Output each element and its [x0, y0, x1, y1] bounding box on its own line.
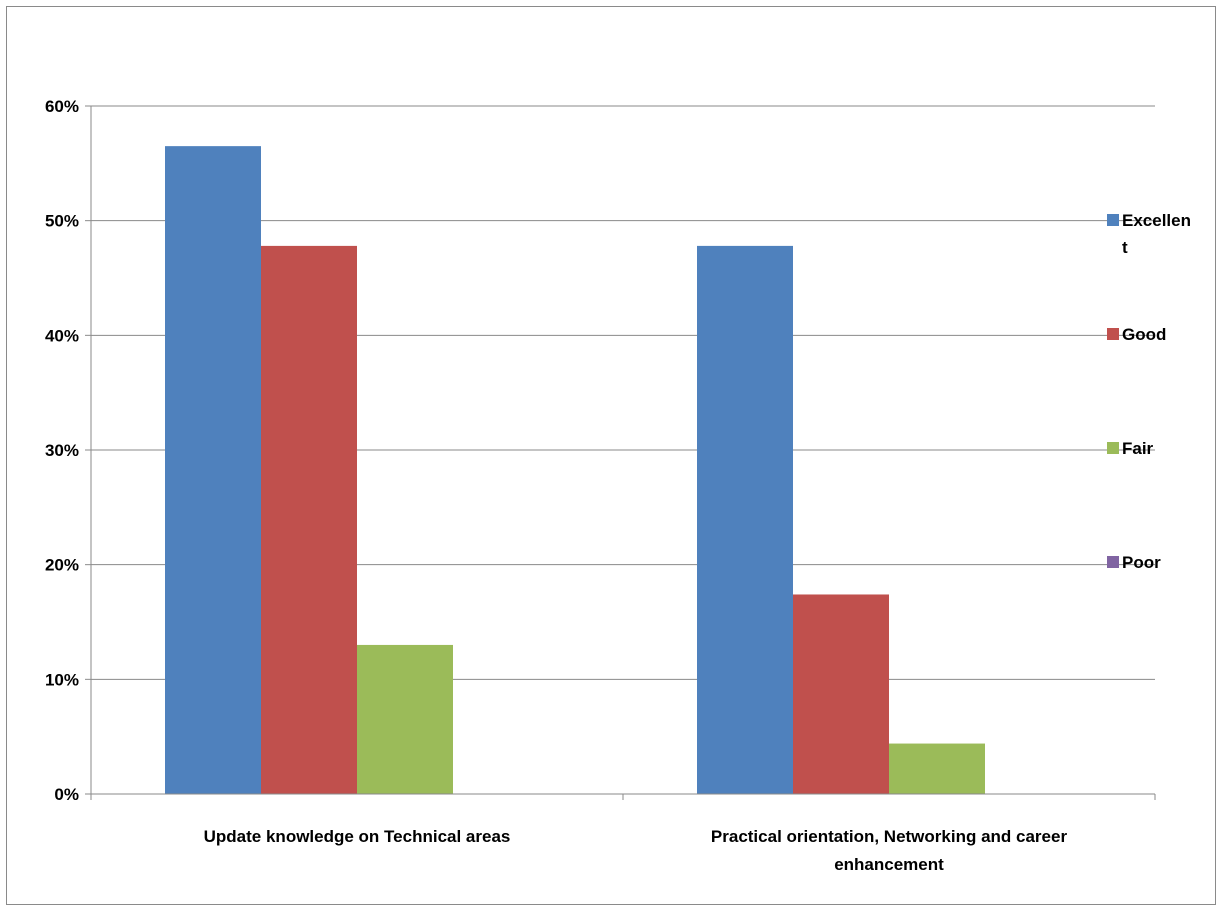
y-tick-label: 20%	[45, 556, 79, 575]
bar-excellent-2	[697, 245, 793, 795]
legend-swatch-excellent	[1107, 214, 1119, 226]
legend-label-fair: Fair	[1122, 439, 1154, 458]
legend-label-excellent: t	[1122, 238, 1128, 257]
y-tick-label: 50%	[45, 212, 79, 231]
bar-good-1	[261, 245, 357, 795]
legend-swatch-poor	[1107, 556, 1119, 568]
y-tick-label: 30%	[45, 441, 79, 460]
legend-swatch-fair	[1107, 442, 1119, 454]
bar-excellent-1	[165, 146, 261, 795]
bar-fair-2	[889, 743, 985, 794]
bar-chart: 0% 10% 20% 30% 40% 50% 60% Update knowledge on…	[45, 97, 1191, 874]
bar-fair-1	[357, 644, 453, 794]
category-labels: Update knowledge on Technical areas Pract…	[204, 827, 1068, 874]
legend-label-excellent: Excellen	[1122, 211, 1191, 230]
legend: Excellen t Good Fair Poor	[1107, 211, 1191, 572]
legend-label-poor: Poor	[1122, 553, 1161, 572]
bar-good-2	[793, 594, 889, 794]
legend-swatch-good	[1107, 328, 1119, 340]
bars	[165, 146, 985, 795]
chart-frame: 0% 10% 20% 30% 40% 50% 60% Update knowledge on…	[6, 6, 1216, 905]
y-tick-label: 60%	[45, 97, 79, 116]
category-label: enhancement	[834, 855, 944, 874]
category-label: Update knowledge on Technical areas	[204, 827, 511, 846]
y-tick-label: 40%	[45, 326, 79, 345]
y-tick-label: 0%	[54, 785, 79, 804]
y-tick-labels: 0% 10% 20% 30% 40% 50% 60%	[45, 97, 79, 804]
category-label: Practical orientation, Networking and ca…	[711, 827, 1068, 846]
legend-label-good: Good	[1122, 325, 1166, 344]
y-tick-label: 10%	[45, 670, 79, 689]
axes	[85, 105, 1156, 800]
